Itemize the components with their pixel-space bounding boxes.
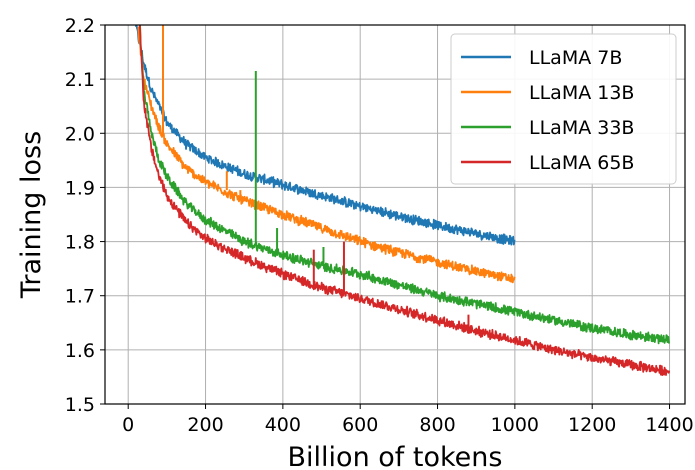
legend-label: LLaMA 33B [529,117,634,139]
x-axis-label: Billion of tokens [288,442,503,470]
series-line-llama-13b [137,26,516,284]
y-tick-label: 1.5 [65,394,95,416]
plot-frame [104,24,686,405]
x-tick-label: 200 [187,414,223,436]
y-tick-label: 2.0 [65,123,95,145]
legend-box [450,33,677,185]
y-tick-label: 2.2 [65,15,95,37]
y-axis-label: Training loss [16,131,47,299]
legend-label: LLaMA 7B [529,47,622,69]
y-tick-label: 2.1 [65,69,95,91]
x-tick-label: 1000 [491,414,539,436]
x-tick-label: 0 [122,414,134,436]
series-line-llama-65b [138,25,671,376]
legend-label: LLaMA 65B [529,152,634,174]
series-line-llama-7b [135,25,516,246]
legend-label: LLaMA 13B [529,82,634,104]
axis-ticks: 0 200 400 600 800 1000 1200 1400 1.5 1.6 1.7 1.8 1.9… [65,15,694,436]
x-tick-label: 600 [342,414,378,436]
y-tick-label: 1.6 [65,340,95,362]
x-tick-label: 800 [419,414,455,436]
legend: LLaMA 7B LLaMA 13B LLaMA 33B LLaMA 65B [450,33,677,185]
y-tick-label: 1.8 [65,232,95,254]
x-tick-label: 1400 [645,414,693,436]
series-layer [135,25,671,376]
y-tick-label: 1.9 [65,177,95,199]
series-line-llama-33b [139,25,671,345]
x-tick-label: 400 [265,414,301,436]
y-tick-label: 1.7 [65,286,95,308]
x-tick-label: 1200 [568,414,616,436]
